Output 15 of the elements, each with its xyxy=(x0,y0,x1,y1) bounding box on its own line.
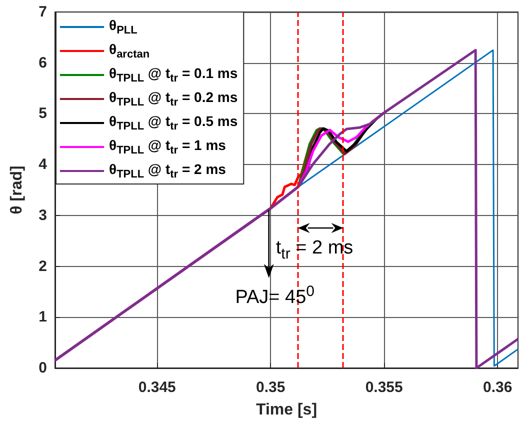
x-tick-label: 0.36 xyxy=(482,379,512,396)
y-axis-title: θ [rad] xyxy=(8,166,26,214)
annotation: t$_{tr}$ = 2 ms xyxy=(276,238,354,262)
y-tick-label: 5 xyxy=(38,105,47,122)
y-tick-label: 4 xyxy=(38,156,48,174)
x-tick-label: 0.345 xyxy=(138,379,176,396)
y-tick-label: 6 xyxy=(38,54,47,72)
y-tick-label: 7 xyxy=(38,4,47,20)
x-tick-label: 0.35 xyxy=(256,379,286,396)
y-tick-label: 1 xyxy=(38,308,47,326)
y-tick-label: 0 xyxy=(38,360,47,376)
x-axis-title: Time [s] xyxy=(256,402,318,418)
y-tick-label: 2 xyxy=(38,258,47,275)
y-tick-label: 3 xyxy=(38,206,47,224)
x-tick-label: 0.355 xyxy=(365,379,403,396)
